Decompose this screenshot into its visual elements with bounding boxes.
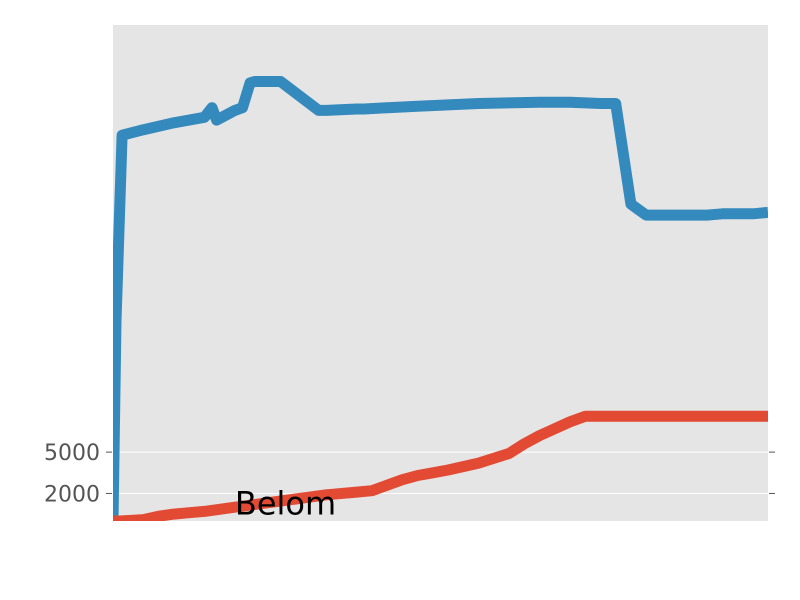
grid [113, 451, 768, 494]
series-line-1 [113, 76, 768, 521]
series-line-2 [113, 410, 768, 521]
y-tick-label: 5000 [44, 441, 100, 466]
y-axis: 2000 5000 [44, 441, 775, 507]
plot-area [113, 25, 768, 521]
annotation-label: Belom [235, 484, 336, 522]
series-group [113, 76, 768, 521]
y-tick-label: 2000 [44, 482, 100, 507]
